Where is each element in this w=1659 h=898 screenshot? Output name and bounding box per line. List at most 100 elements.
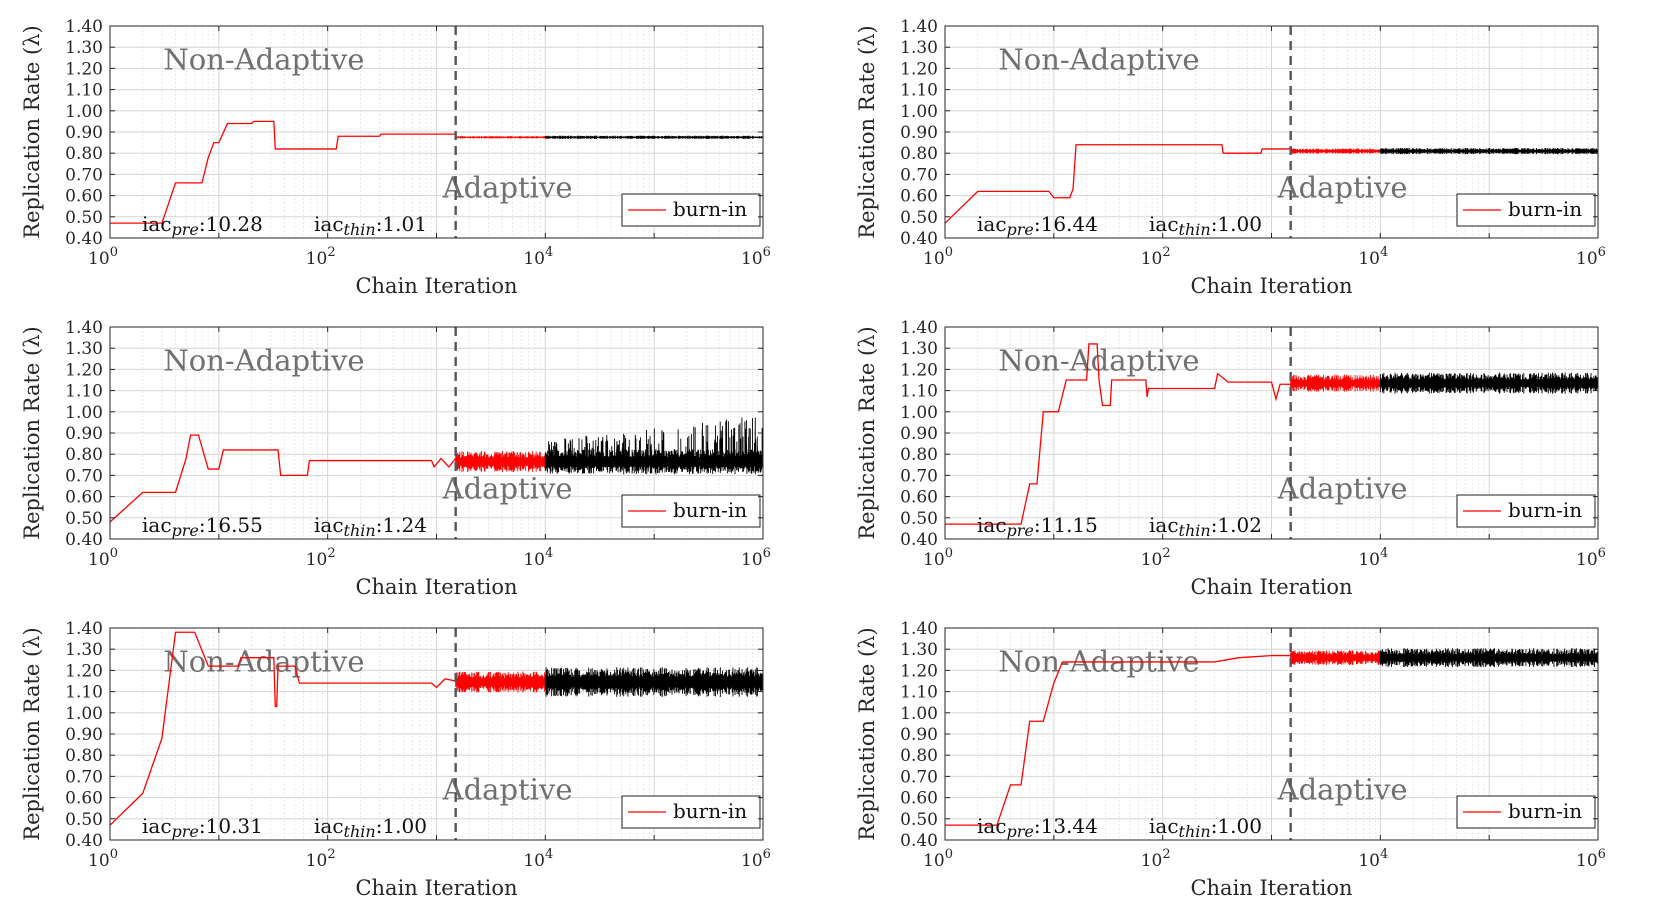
grid	[944, 326, 1599, 540]
y-tick-label: 0.60	[900, 488, 938, 508]
y-tick-label: 1.40	[900, 17, 938, 37]
y-tick-label: 0.80	[900, 445, 938, 465]
ticks	[109, 627, 764, 841]
y-tick-label: 0.90	[900, 123, 938, 143]
region-label-right: Adaptive	[1277, 773, 1408, 807]
x-tick-label: 102	[306, 847, 336, 871]
x-tick-label: 102	[1141, 245, 1171, 269]
legend-label: burn-in	[1508, 498, 1582, 522]
y-tick-label: 0.80	[65, 746, 103, 766]
x-tick-label: 104	[1358, 245, 1388, 269]
x-axis-label: Chain Iteration	[355, 274, 517, 298]
y-tick-label: 0.60	[900, 789, 938, 809]
legend: burn-in	[621, 193, 761, 227]
region-label-left: Non-Adaptive	[163, 343, 364, 377]
chart-1: Non-Adaptive Adaptive iacpre:10.28 iacthin:…	[20, 17, 771, 298]
y-tick-label: 1.20	[65, 661, 103, 681]
y-tick-label: 1.10	[65, 683, 103, 703]
x-tick-label: 104	[523, 847, 553, 871]
series-band-sampling	[1379, 648, 1598, 668]
grid	[944, 25, 1599, 239]
y-tick-label: 0.90	[65, 123, 103, 143]
ticks	[944, 627, 1599, 841]
chart-5: Non-Adaptive Adaptive iacpre:10.31 iacthin:…	[20, 619, 771, 898]
y-tick-label: 0.50	[65, 810, 103, 830]
region-label-right: Adaptive	[1277, 171, 1408, 205]
y-tick-label: 0.70	[65, 165, 103, 185]
iac-pre-annotation: iacpre:11.15	[977, 513, 1098, 540]
iac-thin-annotation: iacthin:1.00	[1149, 212, 1262, 239]
x-tick-label: 104	[1358, 546, 1388, 570]
legend-label: burn-in	[1508, 197, 1582, 221]
ticks	[109, 326, 764, 540]
region-label-right: Adaptive	[442, 773, 573, 807]
y-tick-label: 1.20	[65, 59, 103, 79]
legend: burn-in	[1456, 193, 1596, 227]
series-line-burnin-pre	[109, 631, 456, 826]
x-tick-label: 102	[1141, 546, 1171, 570]
y-tick-label: 1.20	[900, 661, 938, 681]
y-tick-label: 1.10	[900, 382, 938, 402]
y-tick-label: 0.50	[65, 509, 103, 529]
series-band-sampling	[544, 135, 763, 139]
x-tick-label: 102	[1141, 847, 1171, 871]
chart-2: Non-Adaptive Adaptive iacpre:16.44 iacthin:…	[855, 17, 1606, 298]
legend-label: burn-in	[673, 498, 747, 522]
series-line-burnin-pre	[944, 144, 1291, 224]
y-tick-label: 0.90	[65, 725, 103, 745]
legend-label: burn-in	[673, 799, 747, 823]
x-tick-label: 100	[88, 847, 118, 871]
y-tick-label: 1.10	[65, 382, 103, 402]
y-tick-label: 0.60	[65, 789, 103, 809]
x-tick-label: 104	[523, 245, 553, 269]
y-tick-label: 1.20	[900, 59, 938, 79]
series-band-sampling	[1379, 147, 1598, 155]
iac-thin-annotation: iacthin:1.24	[314, 513, 427, 540]
legend-label: burn-in	[673, 197, 747, 221]
y-tick-label: 0.90	[900, 424, 938, 444]
y-tick-label: 1.10	[900, 81, 938, 101]
series-band-sampling	[1379, 372, 1598, 394]
x-tick-label: 106	[1576, 245, 1606, 269]
y-tick-label: 1.40	[65, 619, 103, 639]
x-tick-label: 100	[88, 245, 118, 269]
x-axis-label: Chain Iteration	[1190, 575, 1352, 599]
y-tick-label: 0.80	[65, 445, 103, 465]
region-label-right: Adaptive	[1277, 472, 1408, 506]
x-tick-label: 100	[923, 245, 953, 269]
y-tick-label: 0.40	[900, 530, 938, 550]
y-axis-label: Replication Rate (λ)	[20, 326, 44, 539]
x-axis-label: Chain Iteration	[355, 575, 517, 599]
y-tick-label: 0.50	[900, 509, 938, 529]
y-tick-label: 0.40	[900, 229, 938, 249]
x-tick-label: 104	[1358, 847, 1388, 871]
y-tick-label: 1.00	[65, 102, 103, 122]
legend: burn-in	[1456, 795, 1596, 829]
ticks	[944, 25, 1599, 239]
y-tick-label: 0.40	[65, 831, 103, 851]
y-tick-label: 0.40	[65, 530, 103, 550]
x-tick-label: 106	[1576, 847, 1606, 871]
series-line-burnin-pre	[109, 434, 457, 523]
series-band-sampling	[544, 417, 763, 475]
series-group	[109, 417, 763, 523]
y-tick-label: 1.40	[900, 318, 938, 338]
series-line-burnin-pre	[945, 654, 1291, 826]
y-tick-label: 0.70	[900, 767, 938, 787]
x-axis-label: Chain Iteration	[355, 876, 517, 898]
region-label-left: Non-Adaptive	[998, 42, 1199, 76]
iac-pre-annotation: iacpre:16.44	[977, 212, 1098, 239]
y-tick-label: 0.80	[900, 144, 938, 164]
series-band-burnin-adaptive	[455, 671, 546, 693]
y-tick-label: 0.40	[65, 229, 103, 249]
x-tick-label: 102	[306, 546, 336, 570]
series-band-burnin-adaptive	[1290, 650, 1381, 666]
y-tick-label: 1.00	[900, 704, 938, 724]
iac-pre-annotation: iacpre:10.31	[142, 814, 263, 841]
y-axis-label: Replication Rate (λ)	[855, 627, 879, 840]
series-band-burnin-adaptive	[1290, 374, 1381, 392]
legend-label: burn-in	[1508, 799, 1582, 823]
series-line-burnin-pre	[945, 343, 1291, 525]
y-tick-label: 1.40	[65, 17, 103, 37]
